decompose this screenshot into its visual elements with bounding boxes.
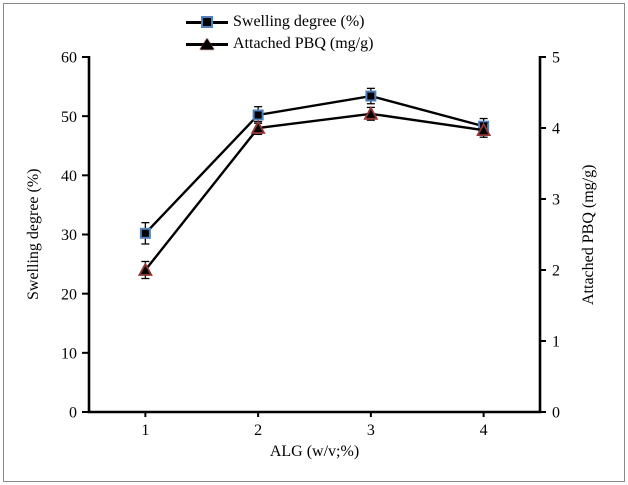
triangle-marker-icon (363, 105, 379, 120)
legend-sample-triangle (186, 37, 228, 51)
x-axis-tick-label: 2 (254, 422, 262, 439)
left-axis-tick-label: 30 (61, 227, 77, 244)
square-marker-icon (252, 109, 264, 121)
left-axis-tick-label: 0 (69, 405, 77, 422)
x-axis-tick-label: 3 (367, 422, 375, 439)
left-axis-tick-label: 10 (61, 345, 77, 362)
figure-border (3, 3, 625, 482)
left-axis-tick-label: 20 (61, 286, 77, 303)
legend-item-attached-pbq: Attached PBQ (mg/g) (186, 33, 373, 55)
square-marker-icon (365, 90, 377, 102)
left-axis-tick-label: 40 (61, 168, 77, 185)
right-axis-title: Attached PBQ (mg/g) (580, 164, 597, 305)
x-axis-title: ALG (w/v;%) (269, 443, 360, 460)
x-axis-tick-label: 1 (141, 422, 149, 439)
left-axis-tick-label: 50 (61, 109, 77, 126)
triangle-marker-icon (200, 38, 214, 50)
legend-sample-square (186, 15, 228, 29)
legend-label-attached-pbq: Attached PBQ (mg/g) (233, 35, 374, 52)
right-axis-tick-label: 5 (552, 50, 560, 67)
square-marker-icon (201, 16, 213, 28)
legend-label-swelling-degree: Swelling degree (%) (233, 13, 365, 30)
right-axis-tick-label: 3 (552, 192, 560, 209)
series-line-1 (144, 112, 484, 271)
legend-item-swelling-degree: Swelling degree (%) (186, 11, 373, 33)
triangle-marker-icon (137, 262, 153, 276)
right-axis-tick-label: 0 (552, 405, 560, 422)
triangle-marker-icon (476, 122, 492, 137)
square-marker-icon (139, 227, 151, 239)
left-axis-title: Swelling degree (%) (25, 168, 42, 301)
right-axis-tick-label: 4 (552, 121, 560, 138)
right-axis-tick-label: 1 (552, 334, 560, 351)
left-axis-tick-label: 60 (61, 50, 77, 67)
legend: Swelling degree (%) Attached PBQ (mg/g) (186, 11, 373, 55)
triangle-marker-icon (250, 120, 266, 134)
x-axis-tick-label: 4 (480, 422, 488, 439)
series-line-0 (144, 94, 484, 235)
right-axis-tick-label: 2 (552, 263, 560, 280)
